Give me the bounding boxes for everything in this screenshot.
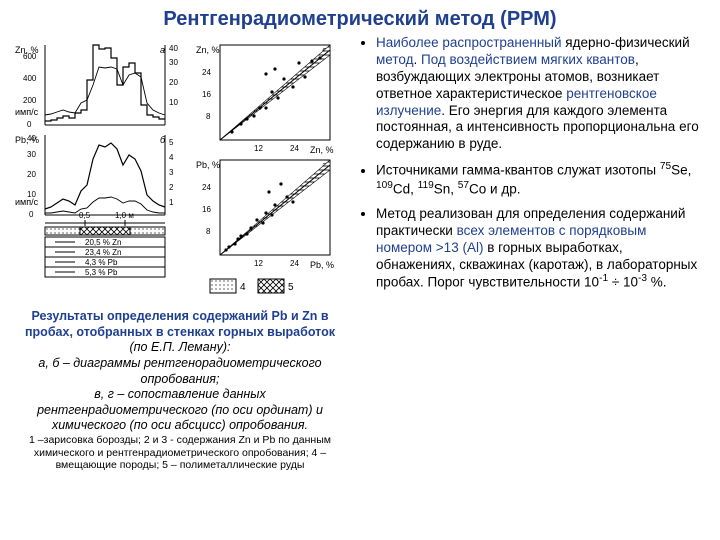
legend: 4 5 (210, 279, 294, 293)
svg-text:Pb, %: Pb, % (310, 260, 334, 270)
caption-line4: в, г – сопоставление данных рентгенрадио… (10, 387, 350, 434)
figure-svg: Zn, % имп/с а 0 200 400 600 10 20 30 40 (10, 35, 350, 305)
svg-text:16: 16 (202, 205, 211, 214)
svg-text:16: 16 (202, 90, 211, 99)
svg-text:10: 10 (27, 190, 36, 199)
bullet-2: Источниками гамма-квантов служат изотопы… (376, 161, 700, 198)
svg-text:40: 40 (169, 44, 178, 53)
svg-text:30: 30 (27, 150, 36, 159)
svg-text:а: а (160, 45, 165, 55)
svg-text:24: 24 (202, 68, 211, 77)
svg-text:12: 12 (254, 259, 263, 268)
left-column: Zn, % имп/с а 0 200 400 600 10 20 30 40 (10, 35, 350, 472)
main-layout: Zn, % имп/с а 0 200 400 600 10 20 30 40 (0, 35, 720, 472)
svg-text:24: 24 (290, 259, 299, 268)
svg-text:4: 4 (240, 282, 246, 293)
svg-text:8: 8 (206, 227, 211, 236)
caption-line2: (по Е.П. Леману): (10, 340, 350, 356)
svg-text:5: 5 (169, 138, 174, 147)
bullet-1: Наиболее распространенный ядерно-физичес… (376, 35, 700, 153)
bullet-list: Наиболее распространенный ядерно-физичес… (360, 35, 700, 292)
svg-text:23,4 % Zn: 23,4 % Zn (85, 248, 121, 257)
panel-v: Zn, % в Zn, % 81624 1224 (196, 45, 334, 155)
svg-text:0: 0 (27, 120, 32, 129)
svg-text:1,0 м: 1,0 м (115, 211, 134, 220)
svg-text:4,3 % Pb: 4,3 % Pb (85, 258, 118, 267)
svg-text:Pb, %: Pb, % (196, 160, 220, 170)
page-title: Рентгенрадиометрический метод (РРМ) (0, 0, 720, 35)
svg-text:200: 200 (23, 96, 37, 105)
svg-text:8: 8 (206, 112, 211, 121)
svg-text:Zn, %: Zn, % (196, 45, 220, 55)
right-column: Наиболее распространенный ядерно-физичес… (360, 35, 700, 472)
caption-line3: а, б – диаграммы рентгенорадиометрическо… (10, 356, 350, 387)
svg-text:20,5 % Zn: 20,5 % Zn (85, 238, 121, 247)
caption-line5: 1 –зарисовка борозды; 2 и 3 - содержания… (10, 434, 350, 472)
scale-and-table: 0,5 1,0 м 20,5 % Zn 23,4 % Zn 4,3 % Pb 5… (45, 211, 165, 277)
figure-caption: Результаты определения содержаний Pb и Z… (10, 309, 350, 472)
svg-text:2: 2 (169, 183, 174, 192)
svg-text:имп/с: имп/с (15, 107, 39, 117)
svg-text:24: 24 (290, 144, 299, 153)
svg-text:30: 30 (169, 58, 178, 67)
panel-g: Pb, % г Pb, % 81624 1224 (196, 160, 334, 270)
bullet-3: Метод реализован для определения содержа… (376, 206, 700, 292)
caption-line1: Результаты определения содержаний Pb и Z… (10, 309, 350, 340)
svg-text:0: 0 (29, 210, 34, 219)
svg-text:0,5: 0,5 (79, 211, 91, 220)
panel-b: Pb, % имп/с б 0 10 20 30 40 1 2 3 4 5 (15, 134, 174, 219)
svg-text:12: 12 (254, 144, 263, 153)
svg-text:3: 3 (169, 168, 174, 177)
svg-text:5: 5 (288, 282, 294, 293)
svg-text:24: 24 (202, 183, 211, 192)
svg-text:5,3 % Pb: 5,3 % Pb (85, 268, 118, 277)
svg-text:600: 600 (23, 52, 37, 61)
svg-text:40: 40 (27, 134, 36, 143)
svg-text:4: 4 (169, 153, 174, 162)
svg-text:400: 400 (23, 74, 37, 83)
svg-text:20: 20 (27, 170, 36, 179)
svg-text:20: 20 (169, 78, 178, 87)
svg-text:1: 1 (169, 198, 174, 207)
svg-text:Zn, %: Zn, % (310, 145, 334, 155)
svg-text:10: 10 (169, 98, 178, 107)
panel-a: Zn, % имп/с а 0 200 400 600 10 20 30 40 (15, 44, 178, 129)
